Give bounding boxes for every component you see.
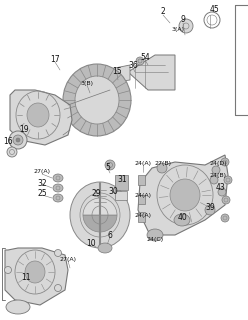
Circle shape (218, 188, 226, 196)
Text: 40: 40 (177, 212, 187, 221)
Text: 24(A): 24(A) (134, 213, 152, 219)
Polygon shape (115, 65, 130, 82)
Circle shape (7, 147, 17, 157)
Ellipse shape (27, 103, 49, 127)
Ellipse shape (9, 131, 27, 149)
Ellipse shape (70, 182, 130, 248)
Circle shape (222, 196, 230, 204)
Polygon shape (115, 191, 127, 200)
Circle shape (55, 284, 62, 292)
Text: 17: 17 (50, 55, 60, 65)
Polygon shape (138, 155, 228, 235)
Text: 3(A): 3(A) (172, 27, 185, 31)
Text: 9: 9 (181, 15, 186, 25)
Text: 45: 45 (209, 5, 219, 14)
Text: 32: 32 (37, 179, 47, 188)
Text: 2: 2 (161, 7, 165, 17)
Polygon shape (138, 212, 145, 222)
Ellipse shape (16, 138, 20, 142)
Text: 25: 25 (37, 189, 47, 198)
Polygon shape (138, 195, 145, 204)
Ellipse shape (13, 135, 23, 145)
Circle shape (224, 176, 232, 184)
Circle shape (221, 214, 229, 222)
Circle shape (136, 57, 144, 65)
Text: 29: 29 (91, 189, 101, 198)
Circle shape (179, 19, 193, 33)
Text: 15: 15 (112, 68, 122, 76)
Wedge shape (83, 198, 117, 215)
Polygon shape (138, 175, 145, 185)
Text: 6: 6 (108, 231, 112, 241)
Ellipse shape (53, 194, 63, 202)
Text: 31: 31 (117, 174, 127, 183)
Circle shape (55, 250, 62, 257)
Circle shape (157, 163, 167, 173)
Text: 24(D): 24(D) (209, 161, 227, 165)
Ellipse shape (147, 229, 163, 241)
Wedge shape (83, 215, 117, 232)
Ellipse shape (75, 76, 119, 124)
Ellipse shape (25, 261, 45, 283)
Ellipse shape (170, 179, 200, 211)
Ellipse shape (63, 64, 131, 136)
Ellipse shape (98, 243, 112, 253)
Circle shape (210, 176, 218, 184)
Polygon shape (128, 55, 175, 90)
Text: 27(A): 27(A) (60, 258, 76, 262)
Ellipse shape (174, 214, 190, 226)
Text: 24(A): 24(A) (134, 194, 152, 198)
Text: 11: 11 (21, 274, 31, 283)
Text: 27(A): 27(A) (33, 170, 51, 174)
Ellipse shape (6, 300, 30, 314)
Text: 43: 43 (215, 183, 225, 193)
Ellipse shape (53, 184, 63, 192)
Text: 54: 54 (140, 52, 150, 61)
Circle shape (212, 166, 220, 174)
Text: 10: 10 (86, 238, 96, 247)
Text: 16: 16 (3, 138, 13, 147)
Text: 24(B): 24(B) (210, 172, 226, 178)
Text: 24(A): 24(A) (134, 161, 152, 165)
Ellipse shape (53, 174, 63, 182)
Circle shape (205, 205, 215, 215)
Circle shape (105, 160, 115, 170)
Polygon shape (10, 90, 72, 145)
Text: 30: 30 (108, 187, 118, 196)
Text: 3(B): 3(B) (81, 81, 93, 85)
Text: 24(C): 24(C) (146, 237, 164, 243)
Text: 19: 19 (19, 125, 29, 134)
Text: 39: 39 (205, 203, 215, 212)
Polygon shape (5, 248, 68, 305)
Text: 36: 36 (128, 61, 138, 70)
Circle shape (4, 267, 11, 274)
Polygon shape (115, 175, 128, 190)
Circle shape (221, 158, 229, 166)
Text: 5: 5 (106, 163, 110, 172)
Text: 27(B): 27(B) (155, 161, 172, 165)
